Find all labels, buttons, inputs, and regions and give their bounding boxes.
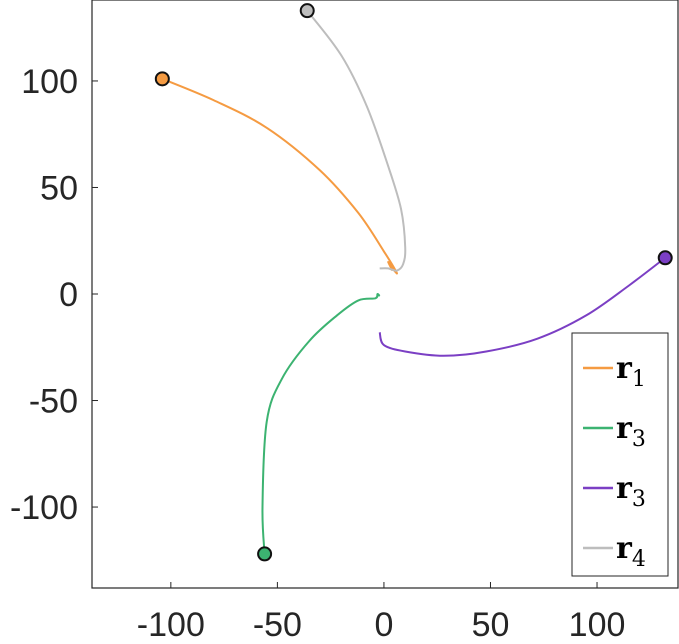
series-lines xyxy=(161,10,666,554)
x-tick-label: -50 xyxy=(253,606,302,644)
x-tick-label: 50 xyxy=(472,606,510,644)
legend-box xyxy=(571,332,669,577)
series-line-3 xyxy=(378,257,666,357)
series-line-4 xyxy=(306,10,407,272)
series-line-2 xyxy=(261,292,381,554)
y-tick-label: 50 xyxy=(40,169,78,207)
axis-ticks: -100 -50 0 50 100 100 50 0 -50 -100 xyxy=(10,63,625,644)
start-marker-1 xyxy=(154,71,170,87)
x-tick-label: -100 xyxy=(137,606,205,644)
y-tick-label: 0 xyxy=(59,276,78,314)
x-tick-label: 0 xyxy=(374,606,393,644)
start-marker-2 xyxy=(257,546,273,562)
legend-label: r3 xyxy=(616,411,646,452)
start-marker-3 xyxy=(657,250,673,266)
legend-label: r3 xyxy=(616,471,646,512)
y-tick-label: -100 xyxy=(10,489,78,527)
y-tick-label: -50 xyxy=(29,383,78,421)
start-markers xyxy=(154,3,673,562)
start-marker-4 xyxy=(299,3,315,19)
y-tick-label: 100 xyxy=(21,63,78,101)
series-line-1 xyxy=(161,77,398,275)
x-tick-label: 100 xyxy=(569,606,626,644)
